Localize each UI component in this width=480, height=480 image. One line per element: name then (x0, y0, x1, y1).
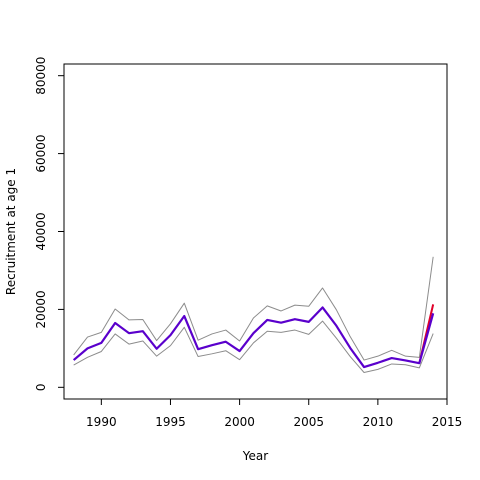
plot-frame (63, 63, 448, 400)
series-line-estimate (72, 306, 435, 369)
x-tick-label-2005: 2005 (293, 415, 324, 429)
y-axis-title: Recruitment at age 1 (4, 168, 18, 295)
x-tick-label-2000: 2000 (224, 415, 255, 429)
x-tick-label-2015: 2015 (432, 415, 463, 429)
y-tick-label-0: 0 (34, 383, 48, 391)
series-line-upper (73, 256, 434, 361)
y-tick-label-80000: 80000 (34, 57, 48, 95)
x-axis: 1990 1995 2000 2005 2010 2015 (86, 399, 462, 429)
y-tick-label-60000: 60000 (34, 134, 48, 172)
series-line-lower (73, 320, 434, 374)
x-tick-label-2010: 2010 (363, 415, 394, 429)
y-axis: 0 20000 40000 60000 80000 (34, 57, 64, 391)
x-axis-title: Year (242, 449, 268, 463)
series-lines (72, 256, 435, 374)
x-tick-label-1995: 1995 (155, 415, 186, 429)
x-tick-label-1990: 1990 (86, 415, 117, 429)
y-tick-label-20000: 20000 (34, 290, 48, 328)
y-tick-label-40000: 40000 (34, 212, 48, 250)
